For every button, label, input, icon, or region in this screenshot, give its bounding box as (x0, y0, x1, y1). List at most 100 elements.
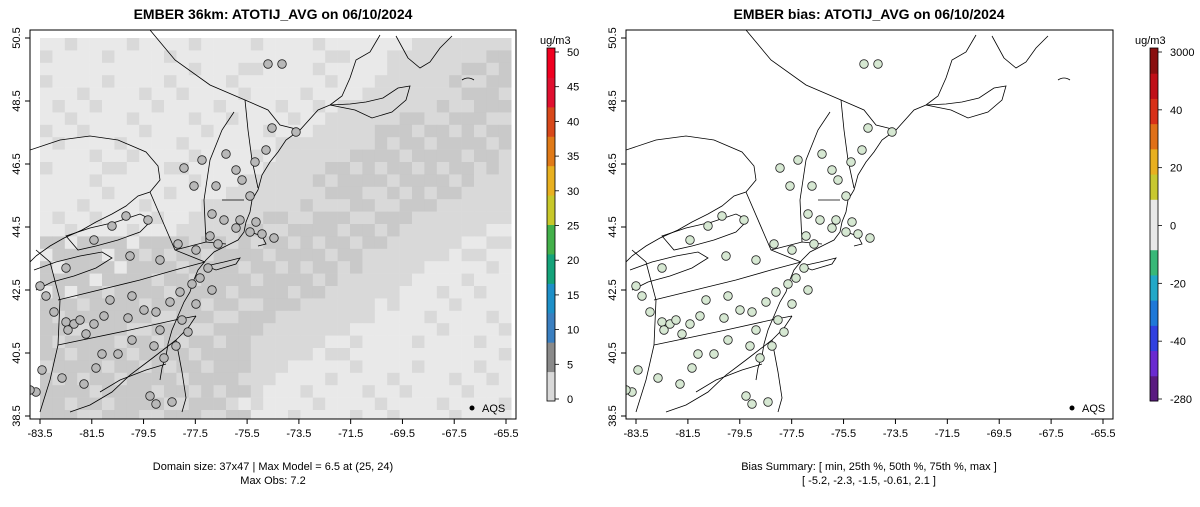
model-cell (64, 112, 78, 126)
colorbar-tick-label: 20 (567, 255, 579, 267)
model-cell (263, 298, 276, 312)
model-cell (486, 360, 500, 374)
aqs-stations (626, 59, 897, 409)
model-cell (449, 372, 462, 386)
model-cell (362, 224, 376, 237)
model-cell (412, 149, 425, 163)
model-cell (176, 397, 190, 411)
aqs-station-marker (207, 209, 217, 219)
model-cell (374, 137, 388, 150)
model-cell (474, 298, 487, 312)
model-cell (461, 335, 475, 349)
model-cell (436, 137, 450, 150)
model-cell (412, 236, 425, 250)
model-cell (77, 38, 90, 51)
model-cell (102, 124, 115, 138)
aqs-station-marker (807, 181, 817, 191)
model-cell (387, 348, 400, 361)
model-field (40, 38, 512, 419)
model-cell (461, 286, 475, 299)
border-line (204, 257, 241, 271)
model-cell (498, 124, 512, 138)
model-cell (151, 137, 165, 150)
border-line (840, 99, 855, 189)
model-cell (461, 149, 475, 163)
right-footer-line2: [ -5.2, -2.3, -1.5, -0.61, 2.1 ] (802, 475, 936, 487)
model-cell (498, 162, 512, 175)
aqs-station-marker (89, 319, 99, 329)
model-cell (350, 162, 363, 175)
model-cell (275, 100, 289, 113)
model-cell (102, 149, 115, 163)
left-map-panel: EMBER 36km: ATOTIJ_AVG on 06/10/2024 -83… (11, 6, 579, 487)
model-cell (275, 310, 289, 324)
colorbar-swatch (1150, 73, 1158, 99)
model-cell (151, 62, 165, 76)
left-colorbar-swatches (547, 48, 555, 402)
aqs-station-marker (237, 175, 247, 185)
model-cell (362, 50, 376, 64)
aqs-station-marker (177, 315, 187, 325)
model-cell (337, 174, 351, 188)
model-cell (498, 310, 512, 324)
x-tick-label: -65.5 (493, 428, 518, 440)
model-cell (486, 397, 500, 411)
model-cell (350, 372, 363, 386)
model-cell (188, 372, 202, 386)
aqs-station-marker (165, 297, 175, 307)
model-cell (151, 186, 165, 200)
model-cell (362, 286, 376, 299)
model-cell (312, 199, 326, 212)
aqs-station-marker (631, 281, 641, 291)
model-cell (412, 261, 425, 274)
model-cell (312, 348, 326, 361)
model-cell (387, 286, 400, 299)
model-cell (449, 137, 462, 150)
colorbar-swatch (1150, 325, 1158, 352)
model-cell (325, 124, 338, 138)
model-cell (387, 211, 400, 225)
colorbar-swatch (547, 371, 555, 402)
y-tick-label: 38.5 (607, 405, 619, 426)
model-cell (226, 137, 239, 150)
model-cell (40, 62, 53, 76)
model-cell (188, 50, 202, 64)
model-cell (102, 360, 115, 374)
model-cell (139, 38, 152, 51)
aqs-station-marker (657, 317, 667, 327)
border-line (745, 30, 977, 131)
aqs-station-marker (250, 157, 260, 167)
model-cell (213, 348, 227, 361)
aqs-station-marker (659, 325, 669, 335)
model-cell (64, 149, 78, 163)
model-cell (201, 323, 214, 336)
model-cell (40, 149, 53, 163)
aqs-station-marker (675, 379, 685, 389)
right-map-area (626, 30, 1113, 419)
model-cell (263, 174, 276, 188)
model-cell (436, 186, 450, 200)
model-cell (213, 410, 227, 419)
model-cell (412, 137, 425, 150)
model-cell (498, 236, 512, 250)
model-cell (288, 186, 301, 200)
model-cell (300, 224, 314, 237)
aqs-station-marker (695, 311, 705, 321)
model-cell (77, 199, 90, 212)
model-cell (424, 348, 438, 361)
aqs-station-marker (221, 149, 231, 159)
model-cell (288, 261, 301, 274)
model-cell (102, 137, 115, 150)
model-cell (126, 149, 140, 163)
model-cell (213, 360, 227, 374)
border-line (631, 249, 657, 346)
model-cell (126, 298, 140, 312)
model-cell (461, 38, 475, 51)
aqs-station-marker (151, 307, 161, 317)
model-cell (412, 124, 425, 138)
model-cell (226, 372, 239, 386)
model-cell (325, 137, 338, 150)
model-cell (399, 211, 413, 225)
model-cell (325, 310, 338, 324)
model-cell (238, 62, 252, 76)
